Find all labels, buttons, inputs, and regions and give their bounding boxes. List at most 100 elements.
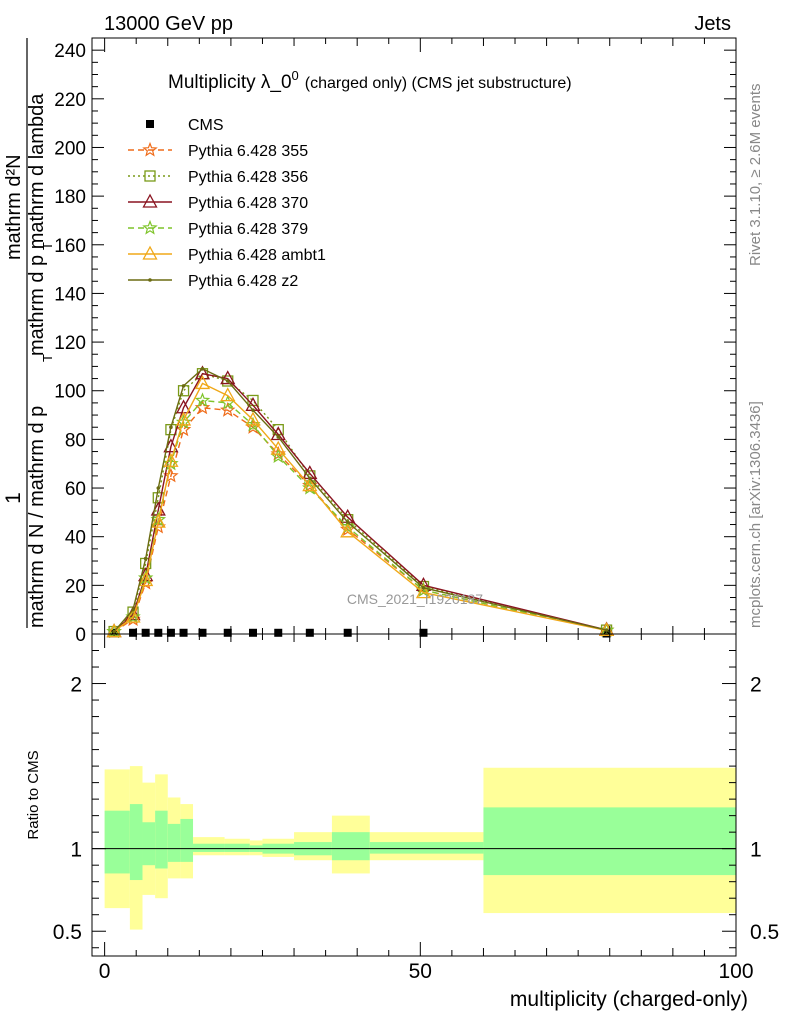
y-tick-label: 120 <box>54 333 86 354</box>
ratio-inner-band <box>104 810 130 874</box>
marker-triangle-open <box>245 411 261 426</box>
y-tick-label: 60 <box>65 479 86 500</box>
legend-label: Pythia 6.428 355 <box>188 143 308 160</box>
ylabel-denominator-right-sub: T <box>40 242 55 250</box>
marker-square <box>146 120 154 128</box>
ratio-inner-band <box>155 810 168 869</box>
marker-square <box>343 628 352 637</box>
marker-triangle-open <box>150 513 166 528</box>
marker-dot <box>181 384 186 388</box>
legend-item: CMS <box>146 117 224 134</box>
legend-item: Pythia 6.428 355 <box>128 141 308 160</box>
main-axes: 0 20 40 60 80 100 120 140 160 180 200 220 240 <box>54 37 737 646</box>
marker-triangle-open <box>220 370 236 385</box>
ratio-xlabel: multiplicity (charged-only) <box>510 988 748 1011</box>
mcplots-label: mcplots.cern.ch [arXiv:1306.3436] <box>747 401 764 628</box>
series-cms <box>110 628 611 638</box>
marker-dot <box>308 476 312 481</box>
ratio-frame <box>91 633 737 957</box>
marker-star <box>598 622 615 637</box>
legend-label: Pythia 6.428 370 <box>188 195 308 212</box>
marker-dot <box>131 607 135 612</box>
y-tick-label: 40 <box>65 528 86 549</box>
ratio-y-tick-label-right: 1 <box>750 839 762 862</box>
marker-dot <box>345 520 350 524</box>
y-tick-label: 100 <box>54 382 86 403</box>
ylabel-denominator: mathrm d N / mathrm d p <box>26 406 48 628</box>
marker-square <box>198 628 207 637</box>
ratio-inner-band <box>129 804 143 881</box>
y-tick-label: 200 <box>54 138 86 159</box>
legend: CMS Pythia 6.428 355 Pythia 6.428 356 Pythi… <box>128 117 326 290</box>
marker-triangle-open <box>415 584 432 599</box>
y-tick-label: 80 <box>65 430 86 451</box>
marker-square <box>129 628 138 637</box>
ratio-inner-band <box>193 843 225 852</box>
main-series-group <box>106 365 615 639</box>
marker-dot <box>156 486 161 490</box>
y-tick-label: 220 <box>54 90 86 111</box>
y-tick-label: 160 <box>54 236 86 257</box>
marker-triangle-open <box>142 193 158 208</box>
marker-dot <box>225 379 230 383</box>
marker-dot <box>604 628 609 632</box>
y-tick-label: 20 <box>65 576 86 597</box>
marker-triangle-open <box>220 387 236 402</box>
ratio-inner-band <box>224 843 250 852</box>
series-line <box>113 372 607 633</box>
marker-triangle-open <box>175 411 192 426</box>
rivet-label: Rivet 3.1.10, ≥ 2.6M events <box>747 84 764 267</box>
main-ylabel: 1 mathrm d N / mathrm d p T mathrm d²N m… <box>2 38 55 628</box>
ratio-ylabel: Ratio to CMS <box>25 750 42 839</box>
marker-square <box>274 628 283 637</box>
marker-star <box>194 399 211 415</box>
header-process: Jets <box>694 13 731 35</box>
title-main: Multiplicity λ_0 <box>168 72 292 93</box>
y-tick-label: 180 <box>54 187 86 208</box>
ratio-inner-band <box>331 832 370 861</box>
marker-dot <box>169 425 173 430</box>
ylabel-denominator-right: mathrm d p mathrm d lambda <box>26 93 48 356</box>
series-line <box>113 372 607 633</box>
y-tick-label: 240 <box>54 41 86 62</box>
marker-square <box>179 628 188 637</box>
legend-item: Pythia 6.428 370 <box>128 193 308 212</box>
watermark: CMS_2021_I1920187 <box>347 591 483 607</box>
ratio-y-tick-label: 0.5 <box>53 921 82 944</box>
marker-dot <box>200 367 205 371</box>
marker-dot <box>421 585 426 590</box>
marker-square-open <box>144 170 156 182</box>
marker-triangle-open <box>340 523 356 538</box>
marker-square <box>305 628 314 637</box>
title-sub: (charged only) (CMS jet substructure) <box>305 75 572 92</box>
marker-triangle-open <box>194 365 211 380</box>
series-line <box>113 367 607 633</box>
ratio-x-tick-label: 100 <box>718 960 753 983</box>
marker-square <box>154 628 163 637</box>
y-tick-label: 140 <box>54 284 86 305</box>
y-tick-label: 0 <box>75 625 86 646</box>
legend-item: Pythia 6.428 ambt1 <box>128 245 326 264</box>
ratio-axes: 0.5 0.5 1 1 2 2 0 50 100 <box>53 634 779 983</box>
marker-triangle-open <box>142 245 158 260</box>
ratio-y-tick-label-right: 0.5 <box>750 921 779 944</box>
marker-triangle-open <box>302 477 318 492</box>
ratio-x-tick-label: 0 <box>99 960 111 983</box>
marker-dot <box>251 408 255 412</box>
marker-star <box>339 518 356 534</box>
marker-dot <box>143 556 148 561</box>
ratio-y-tick-label: 1 <box>70 839 82 862</box>
ratio-inner-band <box>142 822 156 866</box>
marker-square <box>141 628 150 637</box>
marker-square <box>166 628 175 637</box>
legend-label: CMS <box>188 117 224 134</box>
ratio-bands <box>104 766 736 930</box>
marker-dot <box>276 435 281 439</box>
ratio-y-tick-label-right: 2 <box>750 674 762 697</box>
legend-label: Pythia 6.428 z2 <box>188 273 298 290</box>
marker-dot <box>148 278 152 282</box>
marker-triangle-open <box>125 608 141 623</box>
marker-dot <box>112 629 116 634</box>
header-energy: 13000 GeV pp <box>104 13 233 35</box>
